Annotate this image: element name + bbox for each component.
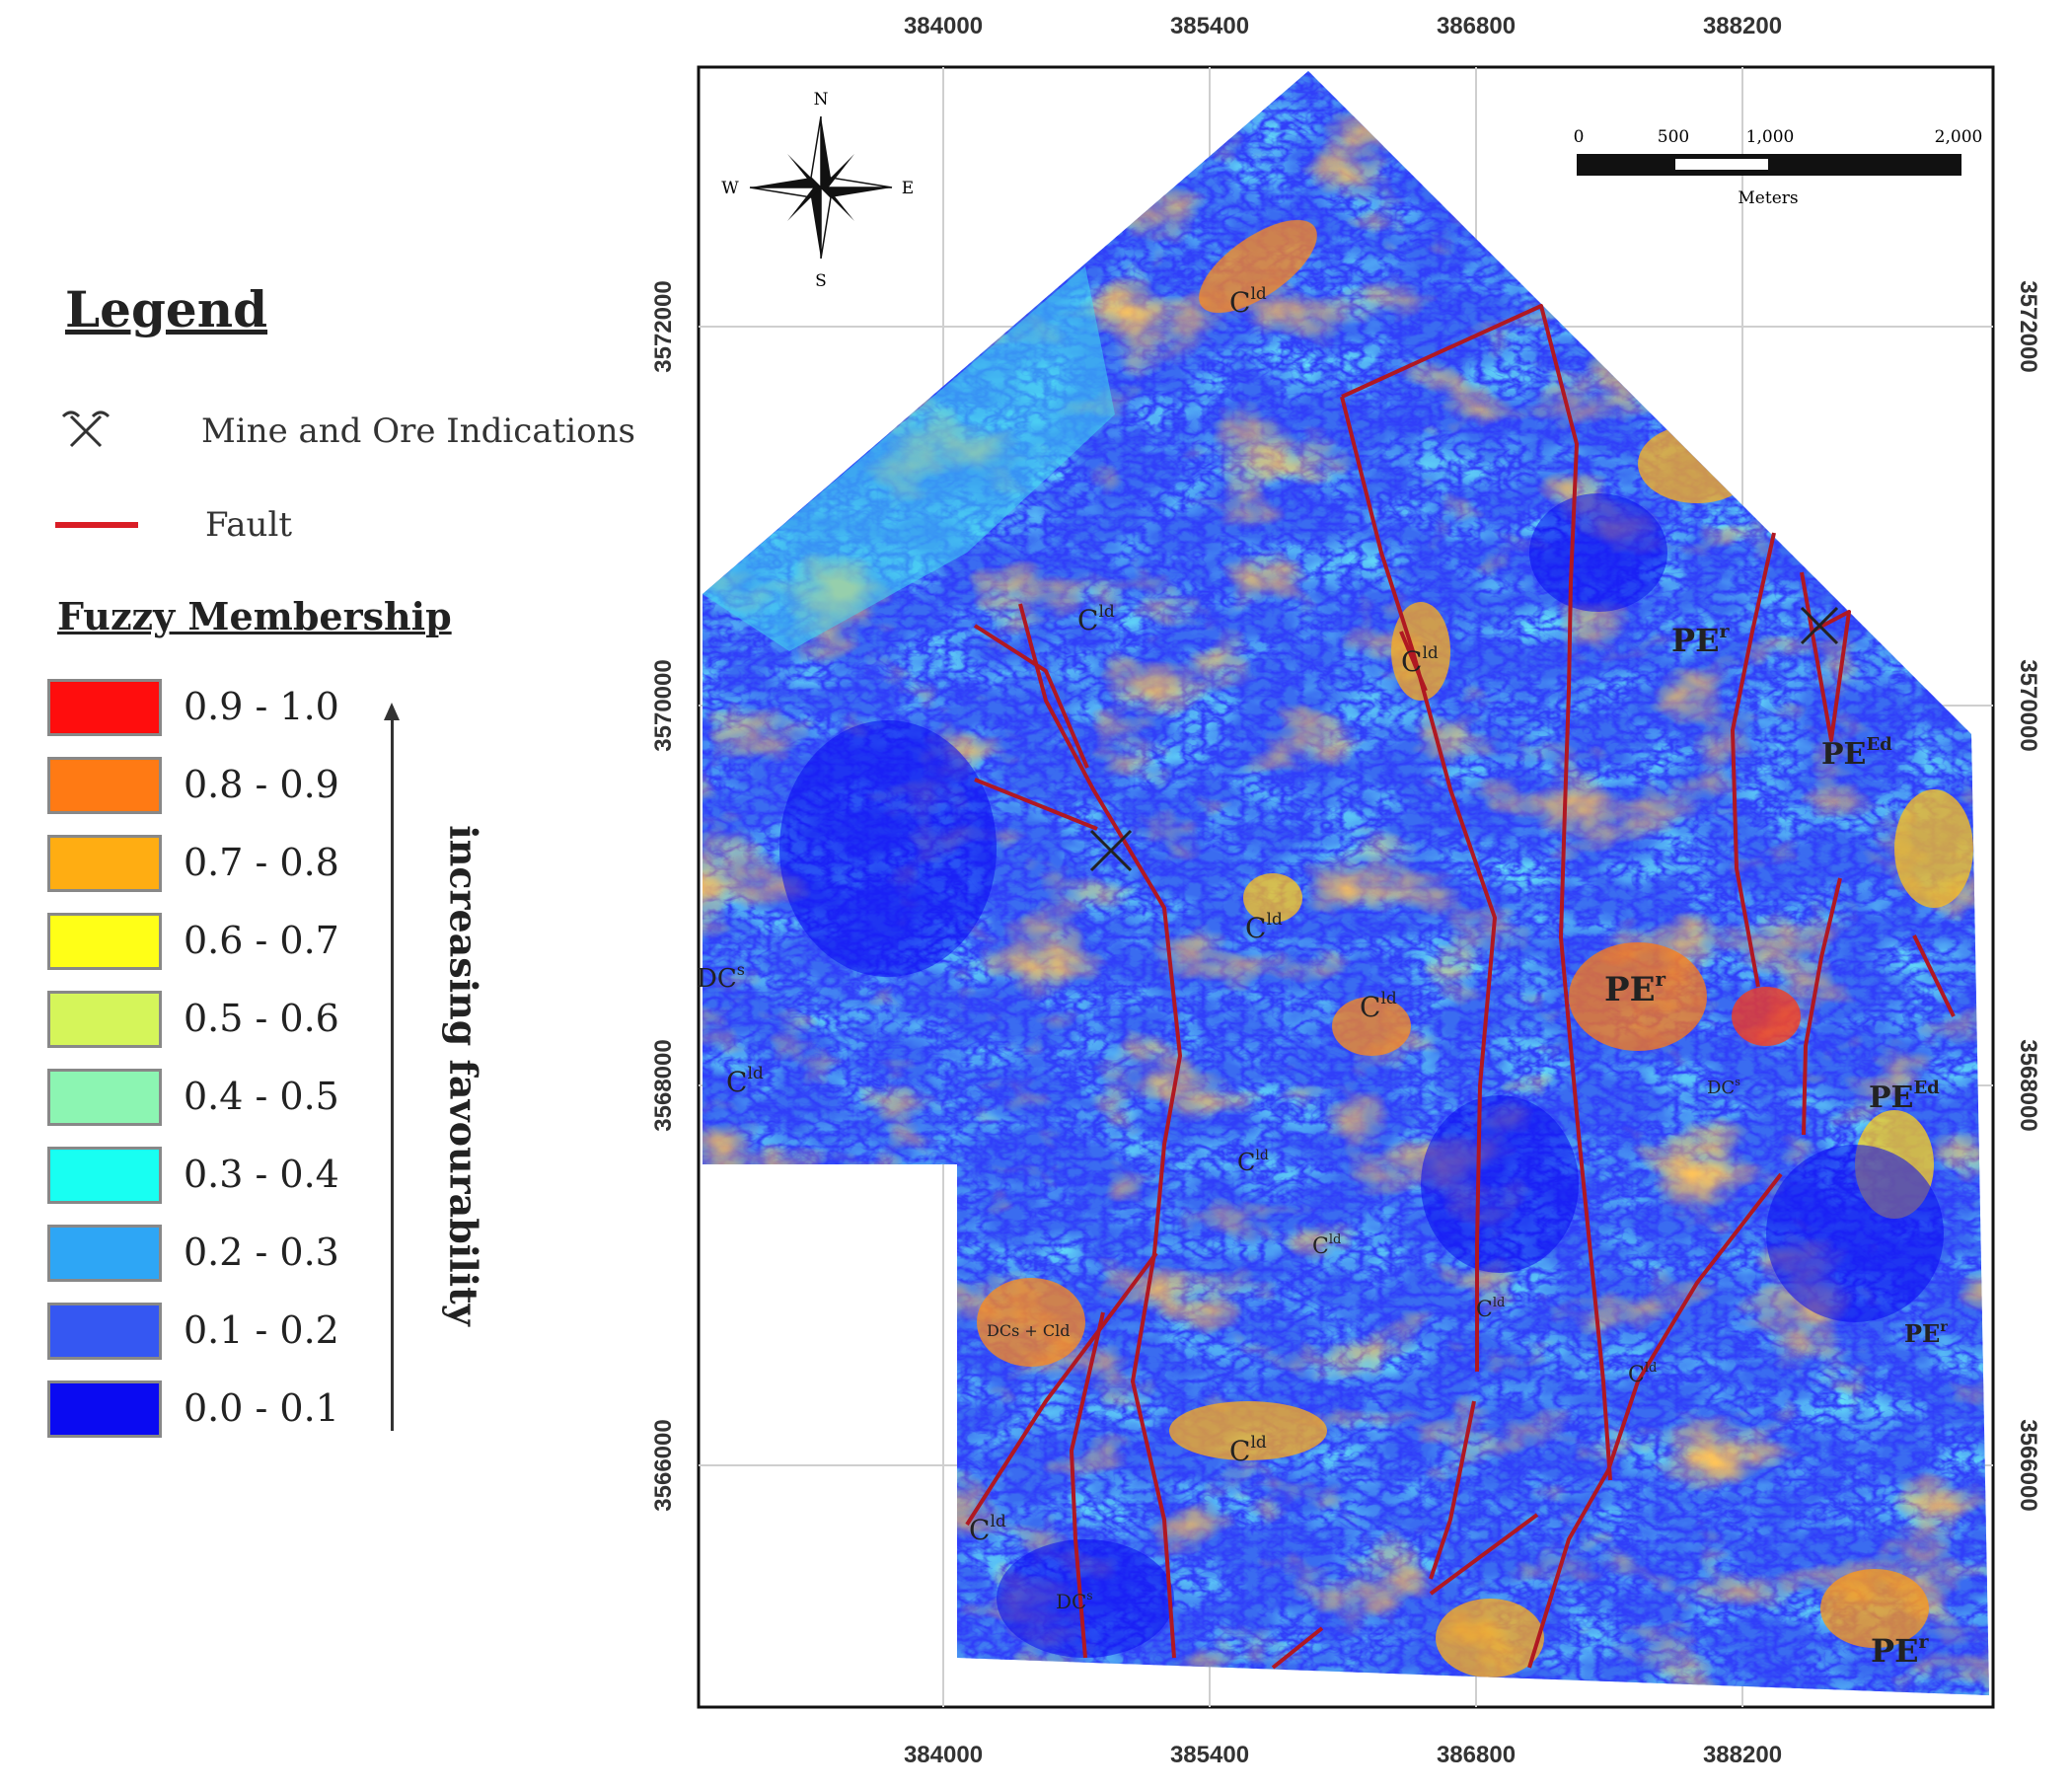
scale-label-500: 500 [1658, 127, 1689, 147]
favourability-arrow [391, 707, 394, 1431]
geologic-unit-label: Cld [1360, 989, 1397, 1023]
geologic-unit-label: DCs [1056, 1589, 1093, 1613]
x-tick-top: 388200 [1703, 13, 1782, 39]
mine-symbols [1089, 606, 1839, 872]
geologic-unit-label: Cld [1245, 910, 1283, 944]
geologic-unit-label: Cld [1401, 643, 1439, 678]
fuzzy-class-label: 0.1 - 0.2 [184, 1308, 339, 1352]
fuzzy-class-label: 0.2 - 0.3 [184, 1231, 339, 1274]
x-tick-bottom: 388200 [1703, 1742, 1782, 1768]
x-tick-top: 386800 [1437, 13, 1516, 39]
y-tick-left: 3568000 [650, 1039, 677, 1131]
y-tick-right: 3568000 [2015, 1039, 2041, 1131]
compass-rose: N S E W [721, 90, 914, 291]
geologic-unit-label: PEr [1604, 967, 1665, 1009]
geologic-unit-label: Cld [726, 1064, 764, 1098]
compass-n: N [814, 90, 829, 110]
compass-w: W [721, 179, 739, 198]
y-tick-right: 3566000 [2015, 1419, 2041, 1511]
mine-label: Mine and Ore Indications [201, 411, 635, 451]
y-tick-right: 3570000 [2015, 659, 2041, 751]
compass-e: E [902, 179, 914, 198]
fuzzy-class-label: 0.4 - 0.5 [184, 1075, 339, 1118]
legend-item-mine: Mine and Ore Indications [53, 407, 635, 456]
x-tick-top: 384000 [904, 13, 983, 39]
scale-label-1000: 1,000 [1746, 127, 1795, 147]
geologic-unit-label: Cld [1628, 1361, 1657, 1387]
fuzzy-membership-title: Fuzzy Membership [57, 594, 452, 638]
geologic-unit-label: Cld [1237, 1148, 1269, 1176]
geologic-unit-label: PEEd [1869, 1078, 1940, 1115]
geologic-unit-label: Cld [969, 1512, 1006, 1546]
y-tick-left: 3570000 [650, 659, 677, 751]
scale-label-0: 0 [1574, 127, 1585, 147]
x-tick-bottom: 384000 [904, 1742, 983, 1768]
scale-unit: Meters [1738, 188, 1798, 208]
x-tick-top: 385400 [1170, 13, 1249, 39]
geologic-unit-label: Cld [1077, 602, 1115, 636]
fuzzy-class-swatch [47, 913, 162, 970]
y-tick-left: 3566000 [650, 1419, 677, 1511]
geologic-unit-label: PEr [1904, 1319, 1948, 1348]
legend-item-fault: Fault [53, 505, 292, 545]
fuzzy-class-swatch [47, 1069, 162, 1126]
fuzzy-class-label: 0.9 - 1.0 [184, 685, 339, 728]
mine-icon [1800, 606, 1839, 645]
compass-s: S [815, 271, 827, 291]
fault-line-icon [55, 522, 138, 528]
fuzzy-class-swatch [47, 1380, 162, 1438]
fuzzy-class-swatch [47, 1147, 162, 1204]
fuzzy-class-swatch [47, 1225, 162, 1282]
x-tick-bottom: 385400 [1170, 1742, 1249, 1768]
axis-labels: 384000 385400 386800 388200 384000 38540… [650, 13, 2041, 1768]
x-tick-bottom: 386800 [1437, 1742, 1516, 1768]
fuzzy-class-label: 0.0 - 0.1 [184, 1386, 339, 1430]
geologic-unit-label: PEr [1871, 1631, 1929, 1670]
geologic-unit-label: DCs [697, 960, 745, 994]
fault-lines [965, 304, 1956, 1670]
y-tick-left: 3572000 [650, 280, 677, 372]
fuzzy-class-swatch [47, 679, 162, 736]
fuzzy-class-swatch [47, 757, 162, 814]
legend-title: Legend [65, 280, 268, 338]
y-tick-right: 3572000 [2015, 280, 2041, 372]
mine-icon [61, 410, 111, 448]
geologic-unit-label: DCs [1707, 1076, 1740, 1098]
mine-icon [1089, 829, 1133, 872]
scale-label-2000: 2,000 [1935, 127, 1983, 147]
geologic-unit-label: Cld [1229, 284, 1267, 319]
geologic-unit-label: PEEd [1821, 734, 1892, 772]
fuzzy-class-label: 0.6 - 0.7 [184, 919, 339, 962]
fuzzy-class-label: 0.8 - 0.9 [184, 763, 339, 806]
fuzzy-class-label: 0.7 - 0.8 [184, 841, 339, 884]
geologic-unit-label: PEr [1671, 621, 1730, 659]
scale-bar: 0 500 1,000 2,000 Meters [1574, 127, 1983, 208]
geologic-unit-label: Cld [1476, 1296, 1505, 1322]
fuzzy-class-swatch [47, 1303, 162, 1360]
fault-label: Fault [205, 505, 292, 545]
geologic-unit-labels: Cld Cld Cld Cld Cld Cld Cld Cld Cld Cld Cld Cld PEr P… [697, 284, 1948, 1670]
fuzzy-class-label: 0.3 - 0.4 [184, 1153, 339, 1196]
geologic-unit-label: Cld [1229, 1433, 1267, 1467]
geologic-unit-label: Cld [1312, 1232, 1341, 1259]
fuzzy-class-label: 0.5 - 0.6 [184, 997, 339, 1040]
fuzzy-class-swatch [47, 991, 162, 1048]
fuzzy-class-swatch [47, 835, 162, 892]
geologic-unit-label: DCs + Cld [987, 1321, 1070, 1340]
